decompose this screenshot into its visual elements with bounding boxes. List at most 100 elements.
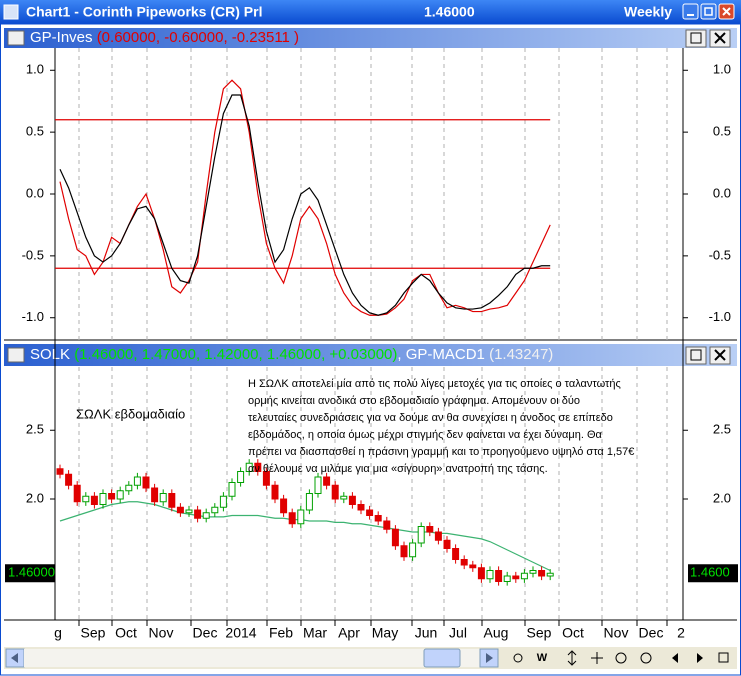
- candle-body: [357, 504, 365, 511]
- candle-body: [434, 531, 442, 541]
- candle-body: [125, 484, 133, 492]
- header-part: SOLK: [30, 346, 74, 363]
- candle-body: [460, 559, 468, 566]
- annotation-note: πρέπει να διασπασθεί η πράσινη γραμμή κα…: [248, 446, 634, 458]
- candle-body: [469, 564, 477, 569]
- candle-body: [280, 498, 288, 514]
- candle-body: [65, 473, 73, 486]
- candle-body: [211, 506, 219, 514]
- toolbar-label[interactable]: W: [537, 652, 548, 664]
- candle-body: [90, 495, 98, 505]
- candle-body: [323, 476, 331, 486]
- candle-body: [237, 471, 245, 483]
- app-icon: [3, 4, 19, 20]
- header-part: (1.43247): [489, 346, 553, 363]
- scroll-thumb[interactable]: [423, 648, 461, 668]
- candle-body: [426, 526, 434, 533]
- toolbar-icon[interactable]: [718, 652, 729, 663]
- candle-body: [340, 495, 348, 500]
- candle-body: [254, 462, 262, 472]
- icon: [714, 349, 726, 361]
- window-title: Chart1 - Corinth Pipeworks (CR) Prl: [26, 4, 262, 20]
- candle-body: [151, 487, 159, 503]
- panel-header: [4, 28, 737, 48]
- annotation-note: εβδομάδος, η οποία όμως μέχρι στιγμής δε…: [248, 429, 603, 441]
- header-part: GP-Inves: [30, 29, 97, 46]
- toolbar-icon[interactable]: [591, 652, 603, 664]
- icon: [690, 32, 702, 44]
- candle-body: [142, 476, 150, 489]
- header-part: (0.60000, -0.60000, -0.23511 ): [97, 29, 299, 46]
- candle-body: [82, 495, 90, 503]
- panel-menu[interactable]: [7, 30, 25, 46]
- y-tick-label: -1.0: [709, 309, 731, 324]
- icon: [11, 653, 18, 663]
- toolbar-icon[interactable]: [640, 652, 652, 664]
- price-tag-label: 1.4600: [690, 565, 730, 580]
- candle-body: [228, 482, 236, 497]
- panel-header: [4, 344, 737, 366]
- candle-body: [443, 539, 451, 549]
- x-tick-label: Dec: [193, 625, 218, 641]
- candle-body: [366, 509, 374, 516]
- x-tick-label: May: [372, 625, 398, 641]
- candle-body: [512, 575, 520, 580]
- title-bar: [0, 0, 741, 24]
- candle-body: [452, 548, 460, 560]
- candle-body: [159, 493, 167, 503]
- window-buttons: [682, 3, 735, 20]
- toolbar-icon[interactable]: [697, 653, 703, 663]
- candle-body: [503, 575, 511, 582]
- x-tick-label: Sep: [81, 625, 106, 641]
- candle-body: [99, 493, 107, 505]
- panel-menu[interactable]: [7, 347, 25, 363]
- price-tag-label: 1.46000: [8, 565, 55, 580]
- y-tick-label: 2.0: [713, 490, 731, 505]
- candle-body: [56, 468, 64, 475]
- candle-body: [202, 512, 210, 519]
- candle-body: [108, 493, 116, 500]
- candle-body: [383, 520, 391, 530]
- x-tick-label: Feb: [269, 625, 293, 641]
- header-part: (1.46000, 1.47000, 1.42000, 1.46000, +0.…: [74, 346, 397, 363]
- candle-body: [409, 542, 417, 558]
- x-tick-label: Nov: [604, 625, 629, 641]
- x-tick-label: Oct: [562, 625, 584, 641]
- candle-body: [305, 493, 313, 511]
- candle-body: [495, 570, 503, 582]
- y-tick-label: -1.0: [22, 309, 44, 324]
- window-period: Weekly: [624, 4, 672, 20]
- x-tick-label: 2014: [225, 625, 256, 641]
- maximize-button[interactable]: [700, 3, 717, 20]
- icon: [714, 32, 726, 44]
- y-tick-label: 0.0: [713, 185, 731, 200]
- x-tick-label: Apr: [338, 625, 360, 641]
- icon: [704, 7, 713, 16]
- x-tick-label: Oct: [115, 625, 137, 641]
- annotation-note: Η ΣΩΛΚ αποτελεί μία από τις πολύ λίγες μ…: [248, 378, 621, 390]
- toolbar-icon[interactable]: [513, 653, 523, 663]
- x-tick-label: Aug: [484, 625, 509, 641]
- x-tick-label: Sep: [527, 625, 552, 641]
- x-tick-label: 2: [677, 625, 685, 641]
- toolbar-icon[interactable]: [615, 652, 627, 664]
- icon: [690, 349, 702, 361]
- panel-header-text: GP-Inves (0.60000, -0.60000, -0.23511 ): [30, 29, 299, 46]
- x-tick-label: Mar: [303, 625, 327, 641]
- candle-body: [73, 484, 81, 503]
- candle-body: [168, 493, 176, 508]
- candle-body: [271, 484, 279, 500]
- indicator-line: [59, 94, 551, 316]
- y-tick-label: -0.5: [22, 247, 44, 262]
- minimize-button[interactable]: [682, 3, 699, 20]
- toolbar-icon[interactable]: [672, 653, 678, 663]
- scroll-track[interactable]: [24, 649, 480, 667]
- y-tick-label: 0.0: [26, 185, 44, 200]
- toolbar-icon[interactable]: [567, 650, 577, 666]
- candle-body: [529, 570, 537, 574]
- y-tick-label: 2.5: [26, 422, 44, 437]
- y-tick-label: 0.5: [26, 124, 44, 139]
- candle-body: [133, 476, 141, 486]
